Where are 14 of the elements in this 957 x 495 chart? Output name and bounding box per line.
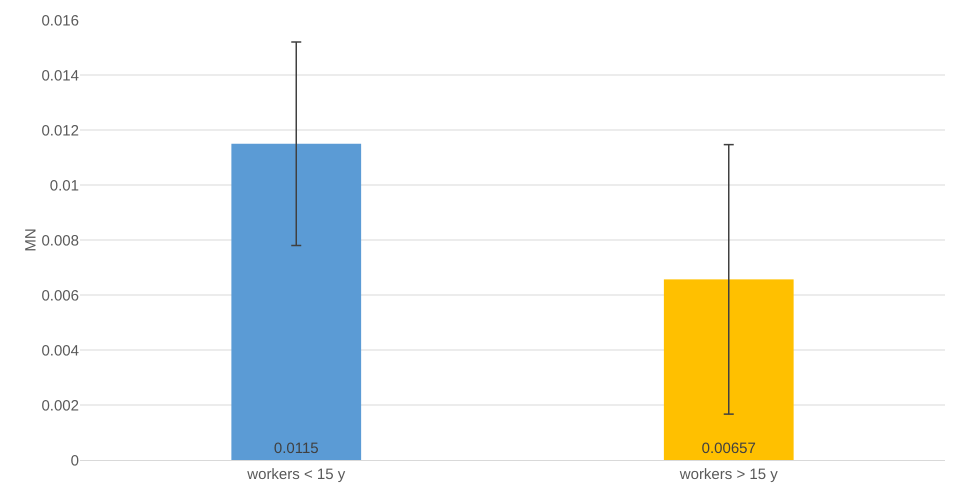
y-tick-label: 0.014 xyxy=(41,67,79,84)
x-tick-label: workers < 15 y xyxy=(246,466,346,483)
y-tick-label: 0 xyxy=(70,452,79,470)
data-label: 0.0115 xyxy=(274,440,319,457)
y-tick-label: 0.004 xyxy=(41,342,79,360)
y-axis-title: MN xyxy=(22,228,40,252)
y-tick-label: 0.008 xyxy=(41,232,79,250)
x-tick-label: workers > 15 y xyxy=(678,466,778,483)
y-tick-label: 0.002 xyxy=(41,397,79,414)
y-tick-label: 0.01 xyxy=(50,177,79,194)
y-tick-label: 0.016 xyxy=(41,12,79,30)
data-label: 0.00657 xyxy=(702,440,756,457)
y-tick-label: 0.006 xyxy=(41,287,79,304)
y-tick-label: 0.012 xyxy=(41,122,79,140)
